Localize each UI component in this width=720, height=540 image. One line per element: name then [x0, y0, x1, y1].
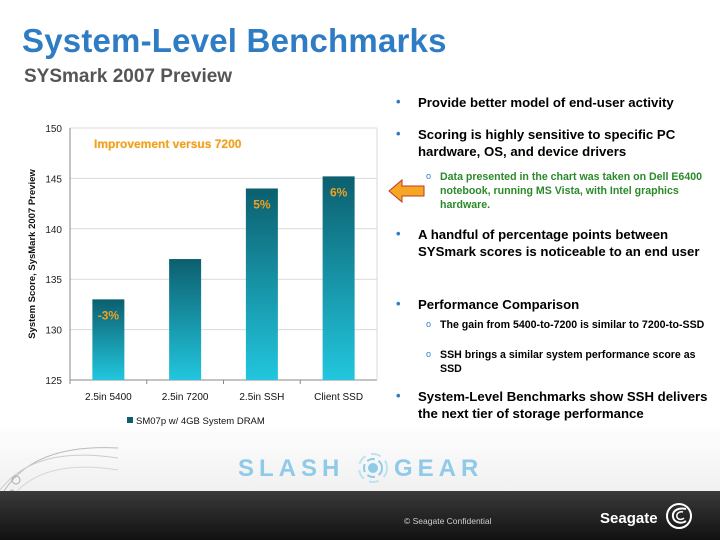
bar: [92, 299, 125, 380]
left-arrow-icon: [388, 178, 425, 204]
footer-bar: [0, 491, 720, 540]
chart-svg: 125 130 135 140 145 150 System Score, SysMark …: [27, 124, 378, 427]
bullet-dot-icon: •: [396, 226, 401, 241]
y-tick-label: 140: [45, 225, 62, 236]
y-axis-label: System Score, SysMark 2007 Preview: [27, 169, 38, 339]
bullet-dot-icon: •: [396, 296, 401, 311]
slide-title: System-Level Benchmarks: [22, 22, 447, 59]
bullet-text: A handful of percentage points between S…: [418, 227, 700, 259]
bullet-dot-icon: •: [396, 388, 401, 403]
data-label: 6%: [330, 185, 348, 199]
y-tick-label: 150: [45, 124, 62, 135]
x-tick-label: Client SSD: [314, 392, 363, 403]
bullet-text: Provide better model of end-user activit…: [418, 95, 674, 110]
bullet-text: System-Level Benchmarks show SSH deliver…: [418, 389, 708, 421]
chart-annotation: Improvement versus 7200: [94, 137, 242, 151]
bullet-text: Performance Comparison: [418, 297, 580, 312]
confidential-notice: © Seagate Confidential: [404, 516, 492, 526]
sub-bullet-text: The gain from 5400-to-7200 is similar to…: [440, 319, 705, 331]
circle-bullet-icon: o: [426, 349, 432, 359]
x-tick-label: 2.5in SSH: [239, 392, 284, 403]
watermark-swirl-icon: [358, 453, 388, 483]
footer-swirl-decoration: [0, 447, 119, 500]
brand-name: Seagate: [600, 510, 658, 527]
legend-swatch: [127, 417, 133, 423]
circle-bullet-icon: o: [426, 319, 432, 329]
y-tick-label: 135: [45, 275, 62, 286]
bar: [322, 176, 355, 380]
watermark-left-text: SLASH: [238, 455, 345, 482]
seagate-logo-icon: [666, 503, 692, 529]
bullet-dot-icon: •: [396, 126, 401, 141]
bullet-text: Scoring is highly sensitive to specific …: [418, 127, 676, 159]
legend-label: SM07p w/ 4GB System DRAM: [136, 416, 265, 427]
data-label: 5%: [253, 197, 271, 211]
data-label: -3%: [98, 308, 120, 322]
sub-bullet-text: Data presented in the chart was taken on…: [440, 171, 702, 211]
circle-bullet-icon: o: [426, 171, 432, 181]
x-tick-label: 2.5in 7200: [162, 392, 209, 403]
bar: [245, 188, 278, 380]
x-tick-label: 2.5in 5400: [85, 392, 132, 403]
sub-bullet-text: SSH brings a similar system performance …: [440, 349, 696, 375]
y-tick-label: 145: [45, 174, 62, 185]
bullet-dot-icon: •: [396, 94, 401, 109]
y-tick-label: 130: [45, 326, 62, 337]
slide-subtitle: SYSmark 2007 Preview: [24, 66, 233, 87]
watermark-right-text: GEAR: [394, 455, 484, 482]
benchmark-chart: 125 130 135 140 145 150 System Score, SysMark …: [0, 110, 390, 450]
bar: [169, 259, 202, 380]
y-tick-label: 125: [45, 376, 62, 387]
